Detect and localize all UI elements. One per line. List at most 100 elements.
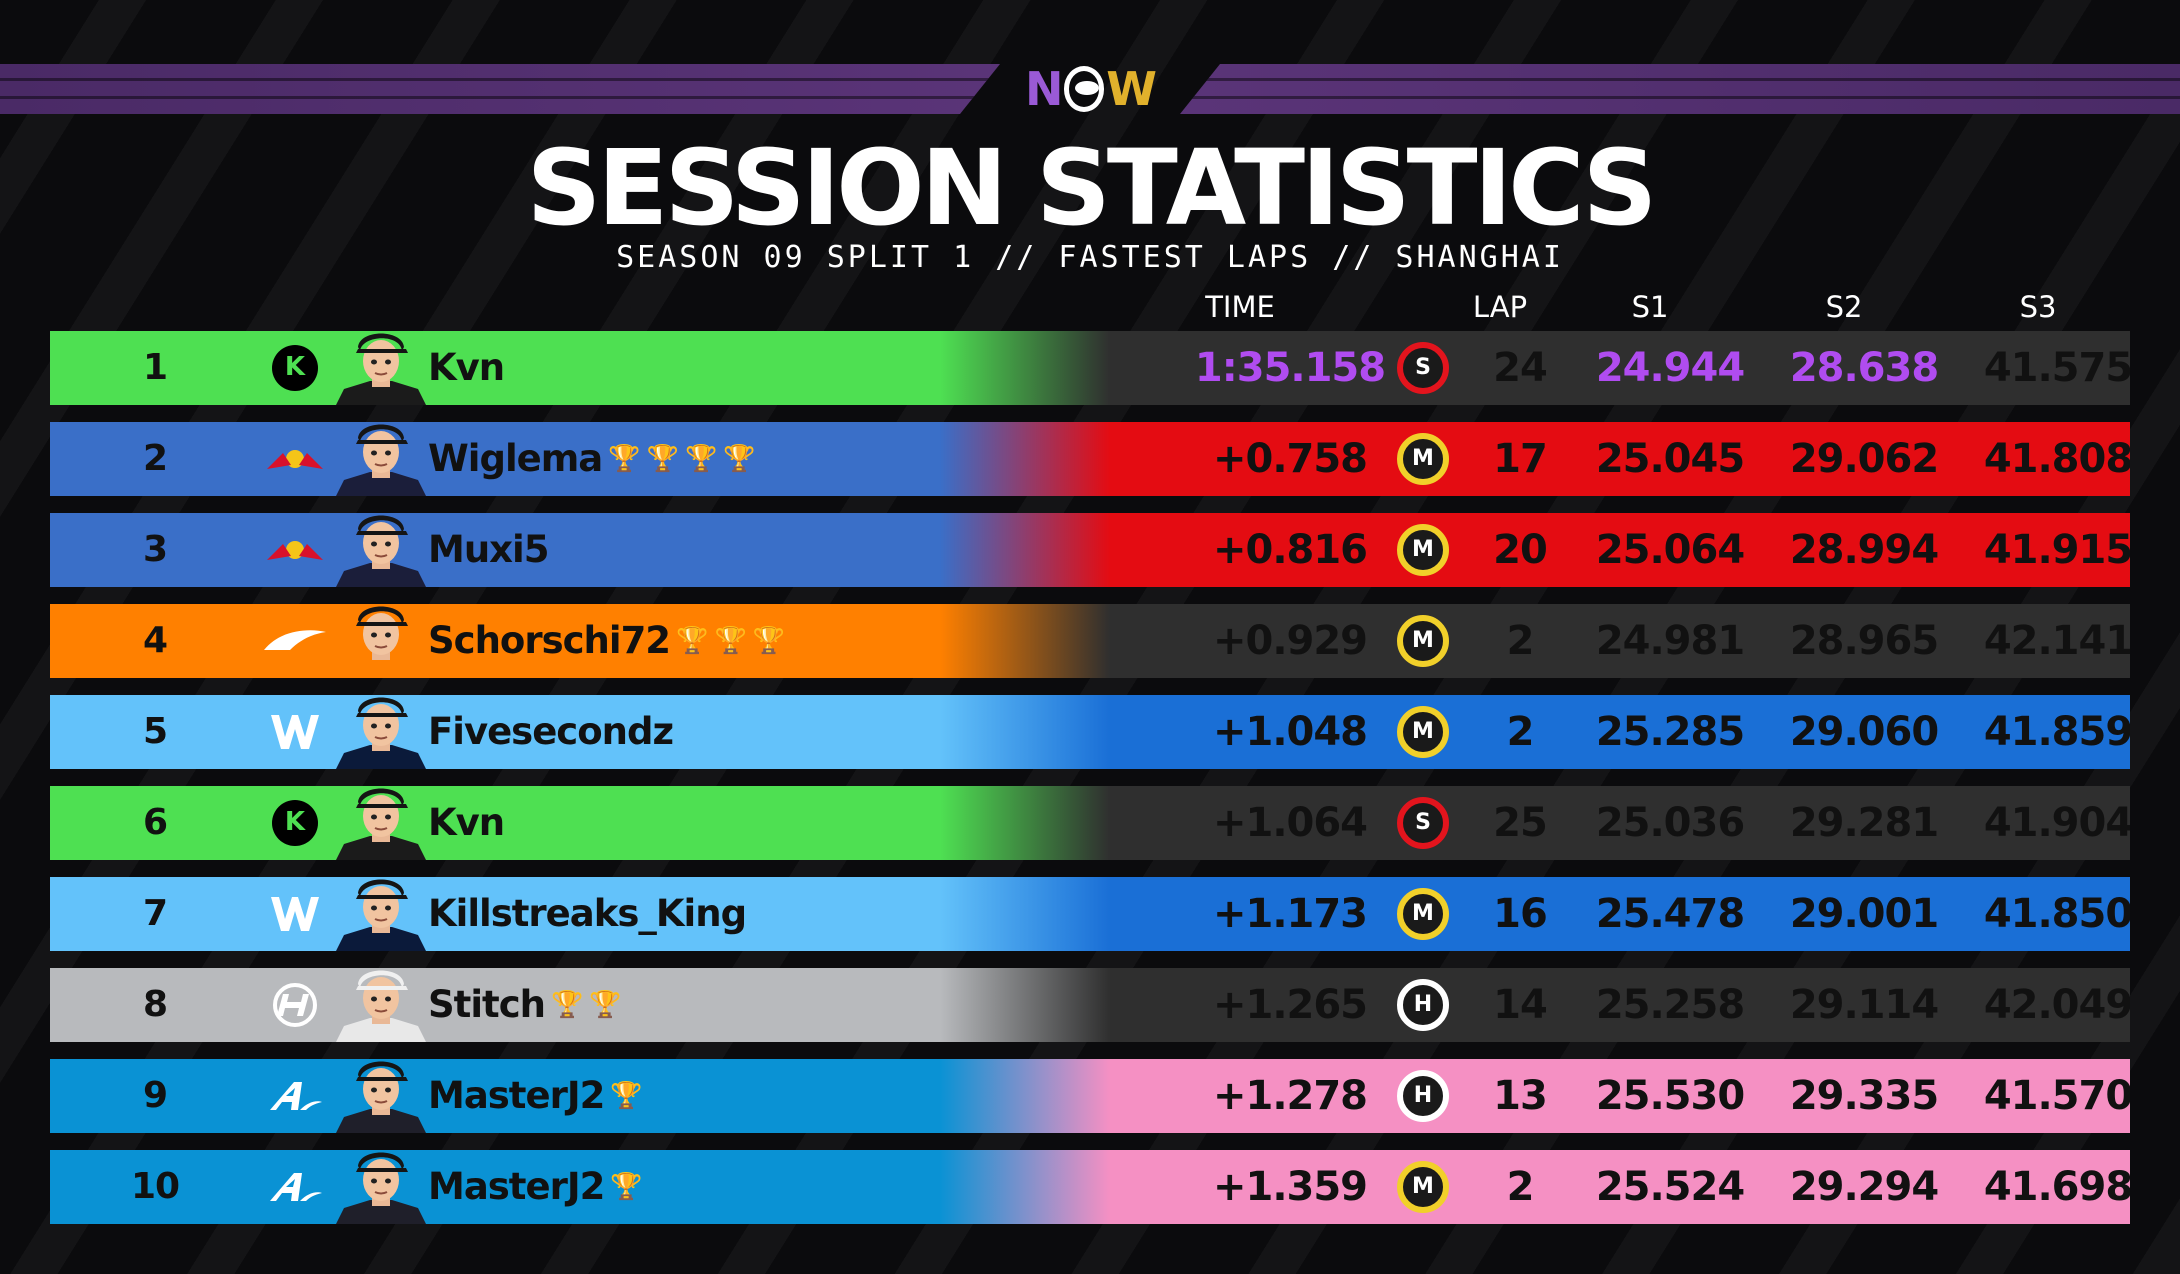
sector-3-time: 41.915 [1983, 527, 2130, 573]
position-number: 10 [130, 1166, 180, 1207]
driver-name: Stitch 🏆 🏆 [428, 968, 622, 1042]
driver-avatar [326, 1150, 436, 1224]
driver-name-text: Killstreaks_King [428, 892, 747, 935]
position-number: 9 [142, 1075, 168, 1116]
tyre-compound-icon: H [1397, 1070, 1449, 1122]
sector-2-time: 29.001 [1789, 891, 1939, 937]
tyre-compound-icon: H [1397, 979, 1449, 1031]
position-number: 3 [142, 529, 168, 570]
svg-text:K: K [285, 807, 306, 837]
position-number: 7 [142, 893, 168, 934]
lap-time: +1.048 [1212, 709, 1368, 755]
sector-2-time: 29.294 [1789, 1164, 1939, 1210]
driver-name: Muxi5 [428, 513, 549, 587]
sector-3-time: 41.850 [1983, 891, 2130, 937]
williams-w-icon [250, 891, 340, 937]
position-number: 8 [142, 984, 168, 1025]
tyre-compound-icon: M [1397, 524, 1449, 576]
williams-w-icon [250, 709, 340, 755]
sector-2-time: 29.335 [1789, 1073, 1939, 1119]
driver-name: Fivesecondz [428, 695, 674, 769]
alpine-a-icon [250, 1164, 340, 1210]
trophy-icon: 🏆 [646, 444, 680, 474]
driver-name-text: Kvn [428, 346, 505, 389]
lap-time: +0.758 [1212, 436, 1368, 482]
haas-icon [250, 982, 340, 1028]
driver-name-text: Stitch [428, 983, 546, 1026]
league-logo: N W [1025, 56, 1157, 122]
position-number: 4 [142, 620, 168, 661]
sector-1-time: 25.045 [1595, 436, 1745, 482]
driver-name: MasterJ2 🏆 [428, 1059, 643, 1133]
lap-number: 20 [1493, 527, 1548, 573]
driver-name: Schorschi72 🏆 🏆 🏆 [428, 604, 785, 678]
sector-1-time: 25.036 [1595, 800, 1745, 846]
header-band-right [1180, 64, 2180, 114]
sector-1-time: 25.064 [1595, 527, 1745, 573]
page-subtitle: SEASON 09 SPLIT 1 // FASTEST LAPS // SHA… [616, 240, 1564, 275]
position-number: 1 [142, 347, 168, 388]
tyre-compound-icon: M [1397, 615, 1449, 667]
redbull-icon [250, 527, 340, 573]
driver-name-text: Wiglema [428, 437, 603, 480]
column-header-s3: S3 [2019, 290, 2057, 324]
driver-name: Killstreaks_King [428, 877, 747, 951]
sector-2-time: 29.114 [1789, 982, 1939, 1028]
lap-time: +1.064 [1212, 800, 1368, 846]
lap-number: 25 [1493, 800, 1548, 846]
position-number: 6 [142, 802, 168, 843]
lap-number: 13 [1493, 1073, 1548, 1119]
driver-avatar [326, 786, 436, 860]
sector-3-time: 41.570 [1983, 1073, 2130, 1119]
lap-number: 14 [1493, 982, 1548, 1028]
trophy-icon: 🏆 [608, 444, 641, 474]
table-row: 4 Schorschi72 🏆 🏆 🏆 +0.929 M 2 24.981 28.965 42.14… [50, 604, 2130, 678]
table-row: 9 MasterJ2 🏆 +1.278 H 13 25.530 29.335 41.570 [50, 1059, 2130, 1133]
sector-2-time: 29.281 [1789, 800, 1939, 846]
sector-1-time: 25.258 [1595, 982, 1745, 1028]
sector-3-time: 42.141 [1983, 618, 2130, 664]
sector-3-time: 42.049 [1983, 982, 2130, 1028]
driver-avatar [326, 422, 436, 496]
lap-time: +1.173 [1212, 891, 1368, 937]
sector-3-time: 41.859 [1983, 709, 2130, 755]
sector-1-time: 25.524 [1595, 1164, 1745, 1210]
position-number: 2 [142, 438, 168, 479]
table-row: 7 Killstreaks_King +1.173 M 16 25.478 29.001 41… [50, 877, 2130, 951]
driver-name-text: Schorschi72 [428, 619, 671, 662]
sector-2-time: 28.965 [1789, 618, 1939, 664]
sector-1-time: 25.530 [1595, 1073, 1745, 1119]
lap-number: 24 [1493, 345, 1548, 391]
tyre-compound-icon: M [1397, 433, 1449, 485]
tyre-compound-icon: S [1397, 797, 1449, 849]
trophy-icon: 🏆 [685, 444, 718, 474]
sauber-k-icon: K [250, 800, 340, 846]
driver-name-text: Kvn [428, 801, 505, 844]
tyre-compound-icon: M [1397, 888, 1449, 940]
header-band-left [0, 64, 1000, 114]
table-row: 3 Muxi5 +0.816 M 20 25.064 28.994 41.915 [50, 513, 2130, 587]
table-row: 10 MasterJ2 🏆 +1.359 M 2 25.524 29.294 41.698 [50, 1150, 2130, 1224]
lap-time: +1.265 [1212, 982, 1368, 1028]
table-row: 5 Fivesecondz +1.048 M 2 25.285 29.060 41.859 [50, 695, 2130, 769]
driver-name: Wiglema 🏆 🏆 🏆 🏆 [428, 422, 756, 496]
table-row: 8 Stitch 🏆 🏆 +1.265 H 14 25.258 29.114 42.049 [50, 968, 2130, 1042]
driver-avatar [326, 604, 436, 678]
column-header-s2: S2 [1825, 290, 1863, 324]
tyre-compound-icon: M [1397, 706, 1449, 758]
trophy-icon: 🏆 [752, 626, 786, 656]
driver-avatar [326, 331, 436, 405]
sector-2-time: 29.060 [1789, 709, 1939, 755]
sector-3-time: 41.904 [1983, 800, 2130, 846]
sector-3-time: 41.808 [1983, 436, 2130, 482]
lap-number: 2 [1506, 1164, 1535, 1210]
trophy-icon: 🏆 [610, 1172, 643, 1202]
driver-name-text: Fivesecondz [428, 710, 674, 753]
logo-car-icon [1063, 66, 1105, 112]
page-title: SESSION STATISTICS [526, 127, 1658, 249]
trophy-icon: 🏆 [589, 990, 622, 1020]
logo-letter-n: N [1025, 62, 1063, 116]
driver-avatar [326, 877, 436, 951]
column-header-lap: LAP [1472, 290, 1528, 324]
lap-number: 2 [1506, 618, 1535, 664]
